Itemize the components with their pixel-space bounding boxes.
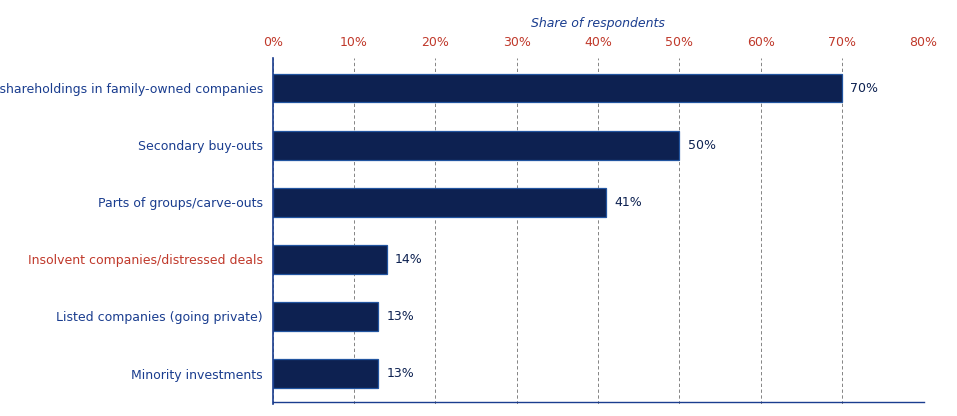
Bar <box>273 302 379 331</box>
Bar <box>273 74 842 102</box>
Bar <box>273 245 387 274</box>
Bar <box>273 131 679 160</box>
Text: 13%: 13% <box>387 367 414 380</box>
Text: 14%: 14% <box>395 253 422 266</box>
X-axis label: Share of respondents: Share of respondents <box>531 17 665 30</box>
Text: 13%: 13% <box>387 310 414 323</box>
Text: 70%: 70% <box>851 82 879 95</box>
Bar <box>273 359 379 388</box>
Bar <box>273 188 607 217</box>
Text: 41%: 41% <box>614 196 642 209</box>
Text: 50%: 50% <box>687 139 716 152</box>
